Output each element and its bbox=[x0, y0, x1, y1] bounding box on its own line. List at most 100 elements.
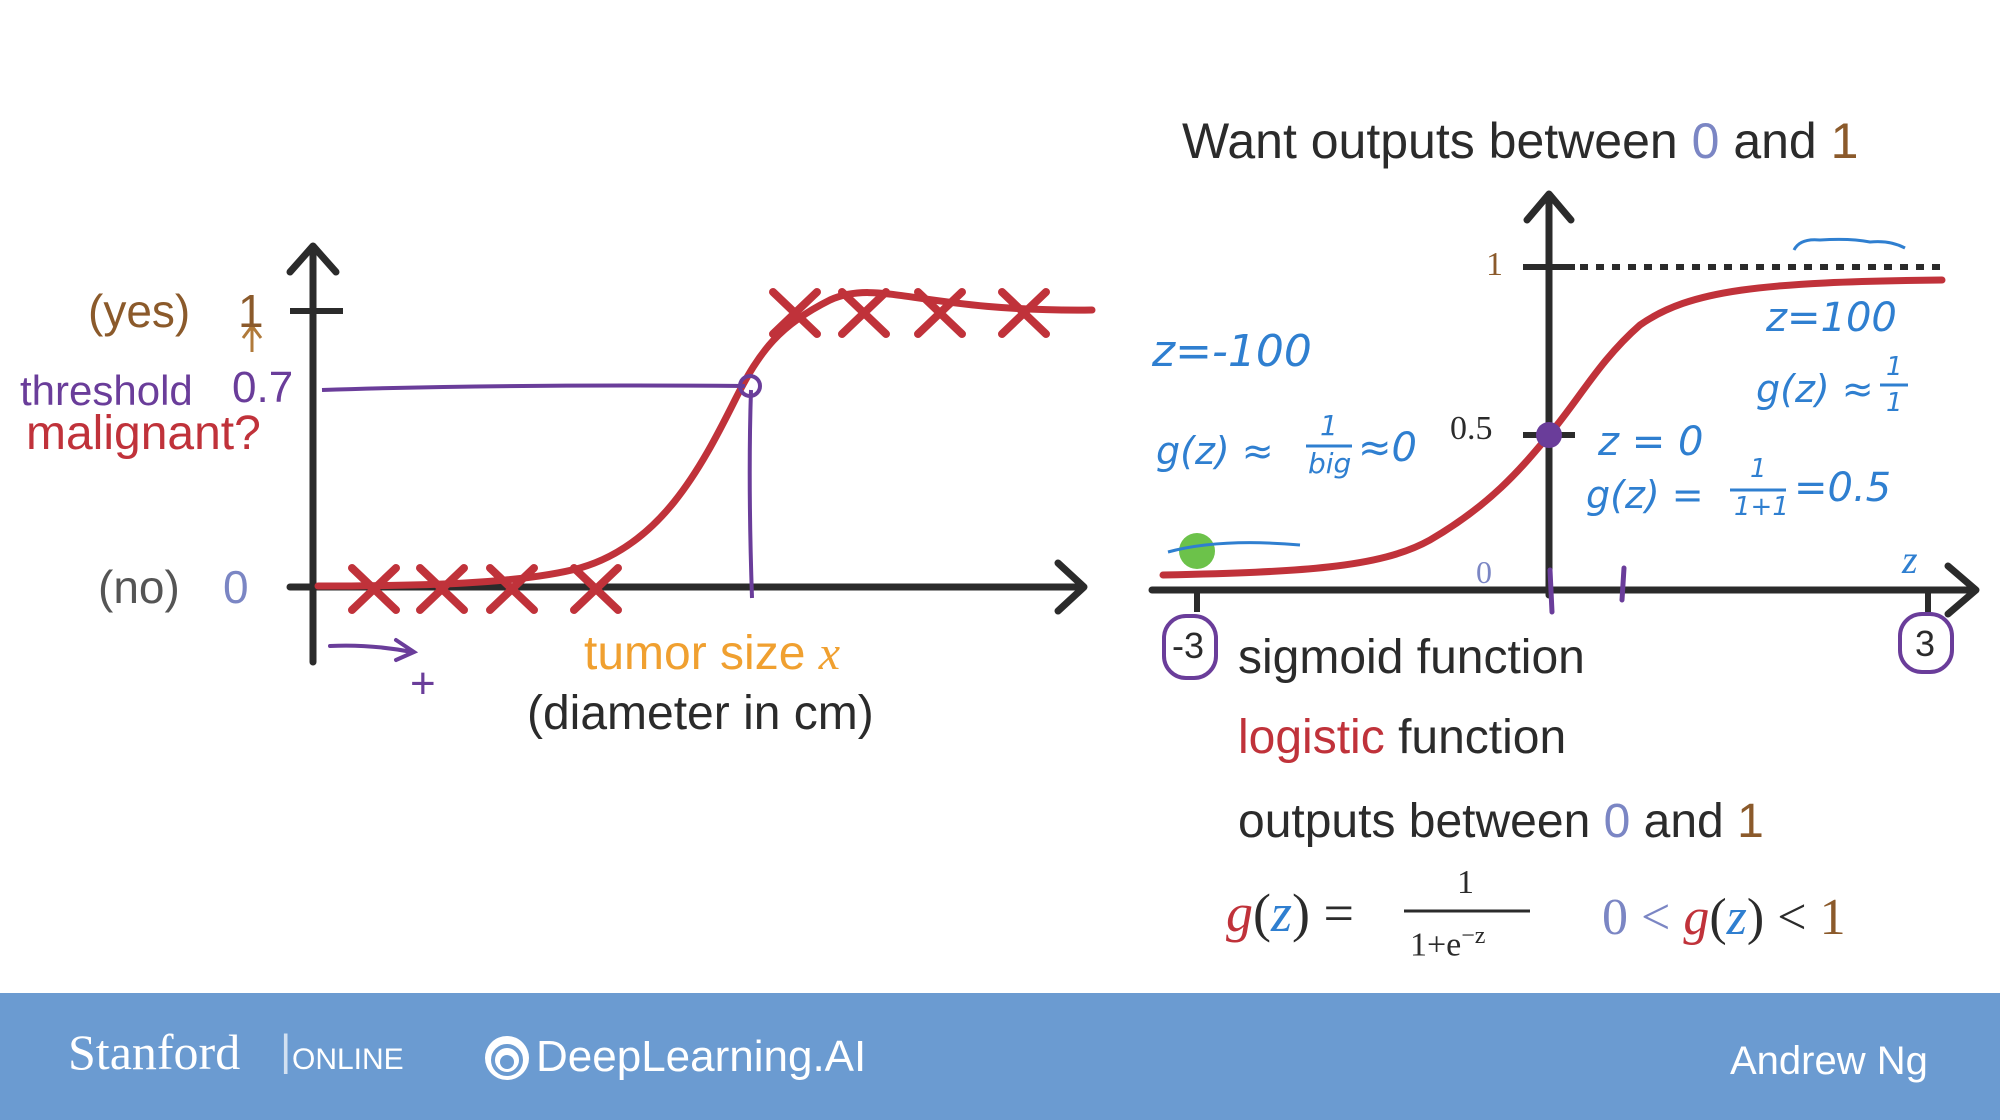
yes-label: (yes) bbox=[88, 288, 190, 334]
range-lt-1: < bbox=[1641, 889, 1671, 946]
note-g-neg-den: big bbox=[1308, 447, 1352, 480]
range-g: g bbox=[1683, 889, 1710, 946]
right-y-arrow bbox=[1523, 190, 1575, 224]
green-point bbox=[1179, 533, 1215, 569]
cross-negative-2 bbox=[416, 564, 468, 614]
formula-g: g bbox=[1226, 883, 1253, 943]
circle-pos-three bbox=[1898, 612, 1954, 674]
note-g-pos-num: 1 bbox=[1886, 352, 1903, 382]
tick-neg-three: -3 bbox=[1172, 625, 1205, 666]
purple-tick-zero bbox=[1547, 567, 1555, 615]
right-title-and: and bbox=[1733, 113, 1817, 169]
cross-positive-3 bbox=[914, 288, 966, 338]
crosses-negative bbox=[348, 564, 622, 614]
note-g-zero-suffix: =0.5 bbox=[1794, 465, 1892, 511]
note-g-pos-prefix: g(z) ≈ bbox=[1756, 367, 1874, 411]
right-y-half-label: 0.5 bbox=[1450, 410, 1493, 447]
range-z: z bbox=[1726, 889, 1747, 946]
sigmoid-function-text: sigmoid function bbox=[1238, 631, 1585, 684]
left-sigmoid-curve bbox=[314, 289, 1096, 590]
blue-underline-left bbox=[1167, 541, 1301, 554]
formula-numerator: 1 bbox=[1457, 864, 1474, 901]
left-y-arrow bbox=[286, 242, 340, 276]
malignant-label: malignant? bbox=[26, 407, 261, 460]
footer-bar: Stanford | ONLINE DeepLearning.AI Andrew… bbox=[0, 993, 2000, 1120]
footer-divider: | bbox=[280, 1026, 292, 1075]
x-axis-label-tumor-text: tumor size bbox=[584, 627, 806, 680]
left-x-arrow bbox=[1054, 559, 1088, 615]
range-zero: 0 bbox=[1602, 889, 1628, 946]
right-x-zero-label: 0 bbox=[1476, 554, 1492, 590]
stanford-logo: Stanford bbox=[68, 1024, 241, 1080]
midpoint-dot bbox=[1536, 422, 1562, 448]
outputs-and: and bbox=[1643, 795, 1724, 848]
threshold-label: threshold bbox=[20, 367, 193, 414]
note-g-neg-suffix: ≈0 bbox=[1358, 425, 1417, 471]
formula-denominator-exp: −z bbox=[1461, 923, 1486, 949]
right-arrow-mark bbox=[328, 638, 419, 662]
range-one: 1 bbox=[1819, 889, 1846, 946]
plus-sign: + bbox=[410, 659, 436, 708]
up-arrow-mark bbox=[241, 323, 263, 352]
right-title-zero: 0 bbox=[1691, 113, 1720, 169]
threshold-horizontal-line bbox=[321, 383, 746, 392]
function-word: function bbox=[1398, 711, 1567, 764]
x-axis-label-var: x bbox=[818, 627, 841, 680]
left-chart-graphics bbox=[241, 190, 1980, 913]
range-lt-2: < bbox=[1777, 889, 1807, 946]
deeplearning-icon bbox=[482, 1033, 532, 1087]
formula-denominator: 1+e−z bbox=[1410, 924, 1485, 962]
outputs-one: 1 bbox=[1737, 795, 1764, 848]
no-value: 0 bbox=[223, 561, 249, 613]
cross-negative-4 bbox=[570, 564, 622, 614]
right-x-arrow bbox=[1944, 562, 1980, 618]
x-axis-label-diameter: (diameter in cm) bbox=[527, 687, 874, 740]
threshold-point bbox=[738, 374, 762, 398]
right-title-one: 1 bbox=[1830, 113, 1859, 169]
x-axis-label-tumor: tumor size x bbox=[584, 630, 840, 678]
deeplearning-logo: DeepLearning.AI bbox=[536, 1032, 867, 1081]
author-name: Andrew Ng bbox=[1730, 1039, 1928, 1083]
note-g-zero-num: 1 bbox=[1750, 454, 1767, 484]
formula-range: 0 < g(z) < 1 bbox=[1602, 892, 1846, 944]
tick-pos-three: 3 bbox=[1915, 623, 1936, 664]
no-label: (no) bbox=[98, 561, 180, 613]
formula-paren-open: ( bbox=[1253, 883, 1271, 943]
range-paren-close: ) bbox=[1746, 889, 1765, 946]
outputs-prefix: outputs between bbox=[1238, 795, 1591, 848]
note-z-pos: z=100 bbox=[1766, 295, 1897, 341]
blue-brace-right bbox=[1792, 237, 1906, 251]
outputs-zero: 0 bbox=[1603, 795, 1631, 848]
cross-positive-4 bbox=[998, 288, 1050, 338]
crosses-positive bbox=[769, 288, 1050, 338]
note-z-zero: z = 0 bbox=[1598, 419, 1704, 465]
yes-value: 1 bbox=[238, 285, 264, 337]
z-axis-label: z bbox=[1902, 537, 1918, 582]
formula-denominator-base: 1+e bbox=[1410, 926, 1462, 964]
formula-z: z bbox=[1270, 883, 1292, 943]
note-g-neg-num: 1 bbox=[1320, 409, 1338, 442]
note-z-neg: z=-100 bbox=[1152, 326, 1312, 377]
cross-negative-1 bbox=[348, 564, 400, 614]
right-title: Want outputs between 0 and 1 bbox=[1182, 116, 1858, 166]
range-paren-open: ( bbox=[1709, 889, 1727, 946]
logistic-word: logistic bbox=[1238, 711, 1385, 764]
deeplearning-icon-svg bbox=[485, 1036, 529, 1080]
circle-neg-three bbox=[1162, 614, 1218, 680]
note-g-zero-prefix: g(z) = bbox=[1586, 473, 1704, 517]
yes-label-text: (yes) bbox=[88, 285, 191, 337]
formula-lhs: g(z) = bbox=[1226, 886, 1354, 940]
right-title-prefix: Want outputs between bbox=[1182, 113, 1678, 169]
note-g-neg-prefix: g(z) ≈ bbox=[1156, 429, 1274, 473]
outputs-between-text: outputs between 0 and 1 bbox=[1238, 798, 1764, 846]
right-y-one-label: 1 bbox=[1486, 246, 1503, 283]
purple-tick-one bbox=[1619, 565, 1627, 603]
note-g-pos-den: 1 bbox=[1886, 388, 1903, 418]
cross-positive-1 bbox=[769, 288, 821, 338]
formula-equals: = bbox=[1323, 883, 1354, 943]
logistic-function-text: logistic function bbox=[1238, 714, 1566, 762]
note-g-zero-den: 1+1 bbox=[1734, 492, 1789, 522]
cross-positive-2 bbox=[838, 288, 890, 338]
cross-negative-3 bbox=[486, 564, 538, 614]
